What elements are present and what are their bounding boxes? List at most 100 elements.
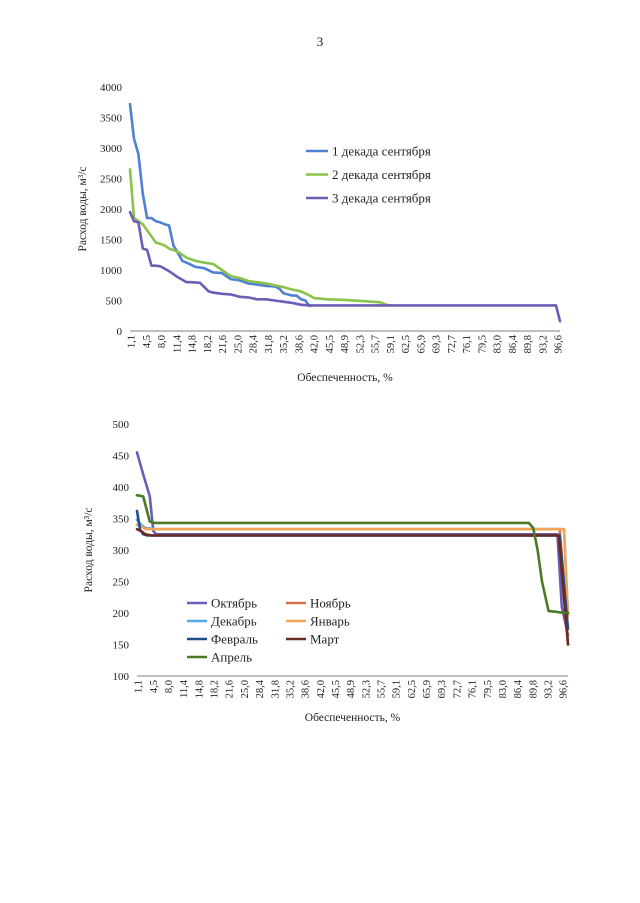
chart1-x-tick-label: 8,0 (157, 335, 168, 348)
chart1-y-tick-label: 3500 (100, 113, 123, 125)
chart2-legend-label: Февраль (211, 632, 258, 647)
chart2-x-tick-label: 18,2 (210, 680, 221, 698)
chart1-x-tick-label: 52,3 (355, 335, 366, 353)
chart1-x-tick-label: 31,8 (264, 335, 275, 353)
chart1-series-line-2 (128, 168, 391, 307)
chart1-x-tick-label: 89,8 (523, 335, 534, 353)
chart1-x-tick-label: 14,8 (188, 335, 199, 353)
chart2-series-line-7 (135, 493, 570, 615)
chart1-x-tick-label: 4,5 (142, 335, 153, 348)
chart2-legend-label: Ноябрь (310, 596, 351, 611)
chart1-x-tick-label: 69,3 (432, 335, 443, 353)
chart1-x-axis-title: Обеспеченность, % (297, 372, 393, 384)
chart1-legend-label: 3 декада сентября (332, 191, 431, 206)
chart2-x-tick-label: 76,1 (468, 680, 479, 698)
chart2-x-tick-label: 28,4 (255, 679, 266, 698)
chart1-series-line-3 (128, 210, 562, 323)
chart1-x-tick-label: 25,0 (233, 335, 244, 353)
chart1-x-tick-label: 83,0 (493, 335, 504, 353)
chart2-x-tick-label: 45,5 (331, 680, 342, 698)
chart1-x-tick-label: 18,2 (203, 335, 214, 353)
chart1-x-tick-label: 86,4 (508, 334, 519, 353)
chart2-x-tick-label: 86,4 (513, 679, 524, 698)
chart2-x-tick-label: 8,0 (164, 680, 175, 693)
chart2-y-tick-label: 250 (113, 577, 130, 589)
chart2-y-tick-label: 200 (113, 608, 130, 620)
chart1-legend-label: 2 декада сентября (332, 167, 431, 182)
chart2-x-tick-label: 31,8 (270, 680, 281, 698)
chart2-x-tick-label: 11,4 (179, 679, 190, 698)
chart2-series-line-6 (135, 527, 570, 646)
chart2-x-tick-label: 1,1 (134, 680, 145, 693)
chart2-y-tick-label: 400 (113, 482, 130, 494)
chart1-y-tick-label: 2000 (100, 204, 123, 216)
chart2-x-tick-label: 93,2 (543, 680, 554, 698)
chart2-legend-label: Март (310, 632, 340, 647)
chart2-y-axis-title: Расход воды, м³/с (83, 507, 95, 592)
chart1-x-tick-label: 59,1 (386, 335, 397, 353)
chart2-x-axis-title: Обеспеченность, % (305, 712, 401, 724)
chart2-y-tick-label: 450 (113, 451, 130, 463)
chart2-legend-label: Декабрь (211, 614, 257, 629)
chart2-x-tick-label: 21,6 (225, 680, 236, 698)
chart2-x-tick-label: 38,6 (301, 680, 312, 698)
chart1-x-tick-label: 45,5 (325, 335, 336, 353)
chart2-x-tick-label: 89,8 (528, 680, 539, 698)
chart2-x-tick-label: 52,3 (361, 680, 372, 698)
chart1-x-tick-label: 21,6 (218, 335, 229, 353)
chart1-y-tick-label: 2500 (100, 174, 123, 186)
chart2-x-tick-label: 4,5 (149, 680, 160, 693)
page-number: 3 (316, 34, 324, 49)
chart2-legend-label: Январь (310, 614, 350, 629)
chart1-x-tick-label: 79,5 (477, 335, 488, 353)
chart1-y-tick-label: 1000 (100, 265, 123, 277)
chart1-x-tick-label: 72,7 (447, 335, 458, 353)
chart2-x-tick-label: 65,9 (422, 680, 433, 698)
chart1-x-tick-label: 62,5 (401, 335, 412, 353)
chart1-y-tick-label: 3000 (100, 143, 123, 155)
chart1-x-tick-label: 76,1 (462, 335, 473, 353)
chart2-x-tick-label: 96,6 (559, 680, 570, 698)
chart1-y-axis-title: Расход воды, м³/с (77, 166, 89, 251)
chart2-y-tick-label: 100 (113, 671, 130, 683)
chart2-x-tick-label: 69,3 (437, 680, 448, 698)
chart2-y-tick-label: 350 (113, 514, 130, 526)
chart2-x-tick-label: 62,5 (407, 680, 418, 698)
chart1-legend-label: 1 декада сентября (332, 144, 431, 159)
chart2-series-line-1 (135, 451, 570, 637)
chart2-x-tick-label: 55,7 (377, 680, 388, 698)
chart2-x-tick-label: 59,1 (392, 680, 403, 698)
chart2-x-tick-label: 35,2 (285, 680, 296, 698)
chart1-y-tick-label: 1500 (100, 235, 123, 247)
chart2-x-tick-label: 42,0 (316, 680, 327, 698)
chart1-x-tick-label: 42,0 (310, 335, 321, 353)
chart2-legend-label: Апрель (211, 650, 252, 665)
chart2-y-tick-label: 300 (113, 545, 130, 557)
chart1-x-tick-label: 35,2 (279, 335, 290, 353)
chart1-x-tick-label: 65,9 (416, 335, 427, 353)
chart1-x-tick-label: 96,6 (554, 335, 565, 353)
chart2-legend-label: Октябрь (211, 596, 257, 611)
chart1-x-tick-label: 38,6 (294, 335, 305, 353)
chart1-y-tick-label: 500 (106, 296, 123, 308)
chart2-x-tick-label: 79,5 (483, 680, 494, 698)
chart2-series-line-4 (135, 523, 570, 618)
chart1-y-tick-label: 0 (117, 326, 123, 338)
chart2-x-tick-label: 72,7 (452, 680, 463, 698)
chart2-y-tick-label: 150 (113, 640, 130, 652)
chart1-y-tick-label: 4000 (100, 82, 123, 94)
chart2-y-tick-label: 500 (113, 419, 130, 431)
chart1-x-tick-label: 48,9 (340, 335, 351, 353)
chart2-x-tick-label: 25,0 (240, 680, 251, 698)
chart1-x-tick-label: 93,2 (538, 335, 549, 353)
chart1-x-tick-label: 11,4 (172, 334, 183, 353)
chart2-x-tick-label: 83,0 (498, 680, 509, 698)
chart1-x-tick-label: 55,7 (371, 335, 382, 353)
chart2-x-tick-label: 14,8 (194, 680, 205, 698)
chart1-series-line-1 (128, 102, 312, 308)
chart1-x-tick-label: 1,1 (127, 335, 138, 348)
chart2-x-tick-label: 48,9 (346, 680, 357, 698)
chart2-series-line-2 (135, 523, 570, 646)
chart1-x-tick-label: 28,4 (249, 334, 260, 353)
